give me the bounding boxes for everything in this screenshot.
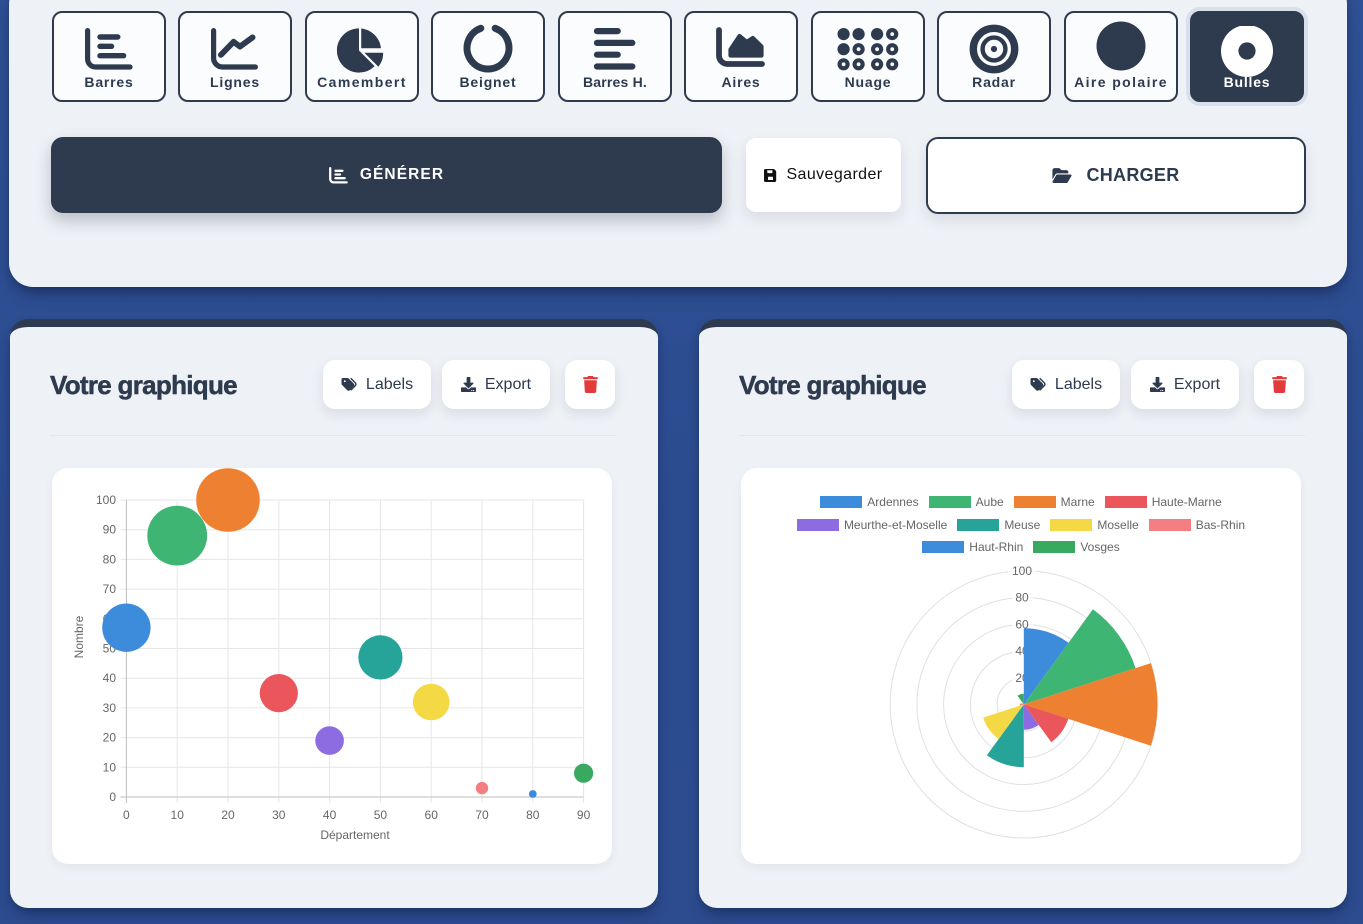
svg-text:100: 100: [96, 493, 116, 507]
svg-text:100: 100: [1012, 564, 1032, 578]
svg-text:80: 80: [1015, 591, 1029, 605]
svg-text:80: 80: [103, 552, 117, 566]
svg-text:Département: Département: [320, 828, 390, 842]
svg-text:0: 0: [123, 808, 130, 822]
svg-text:70: 70: [103, 582, 117, 596]
svg-text:60: 60: [425, 808, 439, 822]
svg-text:40: 40: [103, 671, 117, 685]
svg-text:10: 10: [171, 808, 185, 822]
svg-text:40: 40: [323, 808, 337, 822]
svg-text:20: 20: [221, 808, 235, 822]
svg-text:90: 90: [577, 808, 591, 822]
svg-text:20: 20: [103, 731, 117, 745]
svg-text:0: 0: [109, 790, 116, 804]
svg-text:30: 30: [272, 808, 286, 822]
svg-text:Nombre: Nombre: [72, 615, 86, 658]
svg-text:70: 70: [475, 808, 489, 822]
svg-text:30: 30: [103, 701, 117, 715]
svg-text:90: 90: [103, 523, 117, 537]
svg-text:60: 60: [1015, 617, 1029, 631]
svg-text:80: 80: [526, 808, 540, 822]
svg-text:50: 50: [374, 808, 388, 822]
svg-text:10: 10: [103, 760, 117, 774]
